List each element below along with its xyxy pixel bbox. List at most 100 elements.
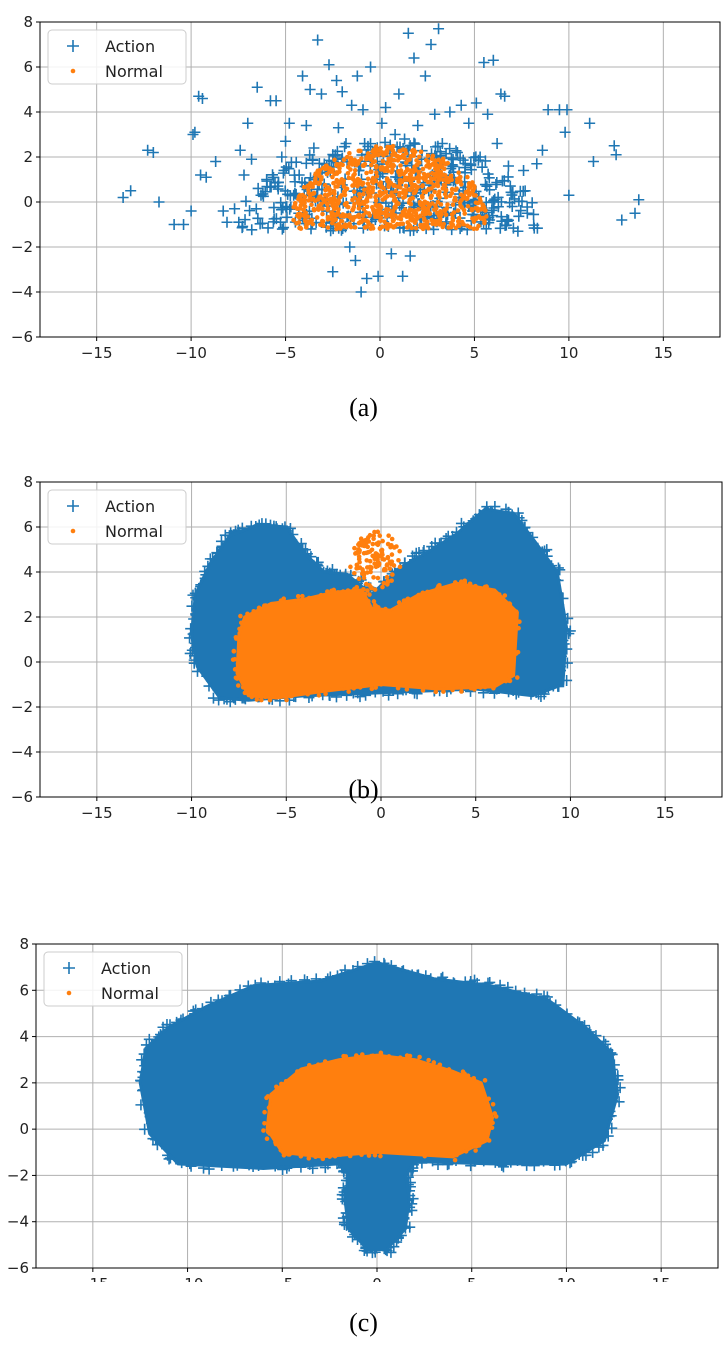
- normal-point: [364, 170, 369, 176]
- normal-point: [400, 221, 406, 227]
- normal-point: [346, 689, 351, 694]
- normal-point: [437, 582, 442, 588]
- x-tick-label: 10: [559, 344, 578, 360]
- normal-point: [420, 175, 426, 181]
- y-tick-label: −2: [11, 698, 33, 716]
- action-point: [587, 156, 599, 167]
- normal-point: [443, 194, 449, 200]
- action-point: [251, 81, 263, 93]
- normal-point: [338, 178, 344, 183]
- normal-point: [404, 687, 410, 692]
- normal-point: [235, 683, 241, 688]
- normal-point: [337, 194, 343, 200]
- normal-point: [475, 206, 480, 211]
- normal-point: [370, 175, 376, 181]
- action-point: [257, 188, 269, 200]
- normal-point: [331, 180, 336, 186]
- normal-point: [435, 199, 441, 205]
- action-point: [229, 203, 241, 215]
- normal-point: [388, 163, 393, 169]
- action-point: [242, 117, 254, 129]
- normal-point: [299, 193, 304, 198]
- normal-point: [295, 593, 301, 599]
- normal-point: [382, 219, 387, 224]
- x-tick-label: 0: [372, 1275, 382, 1282]
- action-point: [365, 61, 377, 73]
- action-point: [280, 135, 292, 147]
- normal-point: [461, 193, 467, 199]
- scatter-plot-c: −15 −10 −5 0 5 10 15 −6 −4 −2 0 2 4 6 8 Action Normal: [7, 935, 719, 1282]
- normal-point: [389, 552, 395, 557]
- normal-point: [378, 218, 383, 223]
- normal-point: [450, 216, 456, 221]
- action-point: [357, 104, 369, 116]
- normal-point: [443, 161, 449, 167]
- action-point: [276, 151, 288, 163]
- normal-point: [301, 207, 306, 213]
- y-tick-label: 2: [23, 148, 33, 166]
- action-point: [517, 185, 529, 197]
- chart-panel-a: −15 −10 −5 0 5 10 15 −6 −4 −2 0 2 4 6 8 Action Normal (a…: [0, 0, 727, 440]
- normal-point: [461, 222, 466, 227]
- action-point: [444, 143, 456, 155]
- action-point: [491, 177, 503, 189]
- normal-point: [431, 183, 437, 189]
- x-tick-label: 5: [470, 344, 480, 360]
- x-tick-label: 5: [467, 1275, 477, 1282]
- normal-point: [351, 189, 357, 194]
- y-tick-label: 2: [19, 1074, 29, 1092]
- normal-point: [378, 183, 383, 189]
- normal-point: [364, 224, 370, 229]
- normal-point: [397, 548, 402, 554]
- action-point: [267, 171, 279, 183]
- action-point: [312, 34, 324, 46]
- action-point: [234, 144, 246, 156]
- normal-point: [397, 148, 402, 154]
- normal-point: [416, 207, 421, 212]
- plot-area: [184, 501, 576, 708]
- normal-point: [389, 190, 394, 195]
- normal-point: [408, 179, 414, 185]
- x-tick-label: −5: [274, 344, 296, 360]
- action-point: [379, 136, 391, 148]
- normal-point: [449, 186, 455, 192]
- action-point: [376, 117, 388, 129]
- normal-point: [382, 168, 388, 174]
- action-point: [196, 93, 208, 104]
- action-point: [268, 202, 280, 214]
- action-point: [244, 205, 256, 217]
- normal-point: [365, 588, 370, 593]
- normal-point: [341, 189, 347, 195]
- normal-point: [281, 596, 287, 601]
- y-tick-label: 6: [23, 518, 33, 536]
- normal-point: [345, 164, 351, 170]
- normal-point: [349, 176, 355, 181]
- action-point: [233, 216, 245, 228]
- normal-point: [352, 570, 357, 576]
- action-point: [361, 273, 373, 284]
- action-point: [502, 160, 514, 172]
- normal-point: [429, 193, 434, 199]
- action-point: [629, 207, 641, 219]
- normal-point: [369, 547, 375, 553]
- normal-point: [415, 215, 420, 221]
- normal-point: [420, 166, 426, 172]
- normal-point: [446, 225, 451, 230]
- normal-point: [393, 213, 398, 218]
- normal-point: [310, 221, 316, 227]
- action-point: [178, 219, 190, 230]
- action-point: [436, 138, 448, 149]
- y-tick-label: 0: [23, 653, 33, 671]
- x-tick-label: 10: [561, 804, 580, 820]
- legend-box: [43, 951, 183, 1007]
- legend: Action Normal: [47, 489, 187, 545]
- legend-marker-action: [63, 962, 75, 974]
- y-tick-label: 8: [23, 13, 33, 31]
- normal-point: [385, 582, 390, 587]
- action-point: [512, 225, 524, 237]
- action-point: [349, 255, 361, 266]
- normal-point: [383, 189, 389, 195]
- action-point: [252, 212, 264, 224]
- normal-point: [411, 176, 416, 182]
- normal-point: [380, 556, 385, 562]
